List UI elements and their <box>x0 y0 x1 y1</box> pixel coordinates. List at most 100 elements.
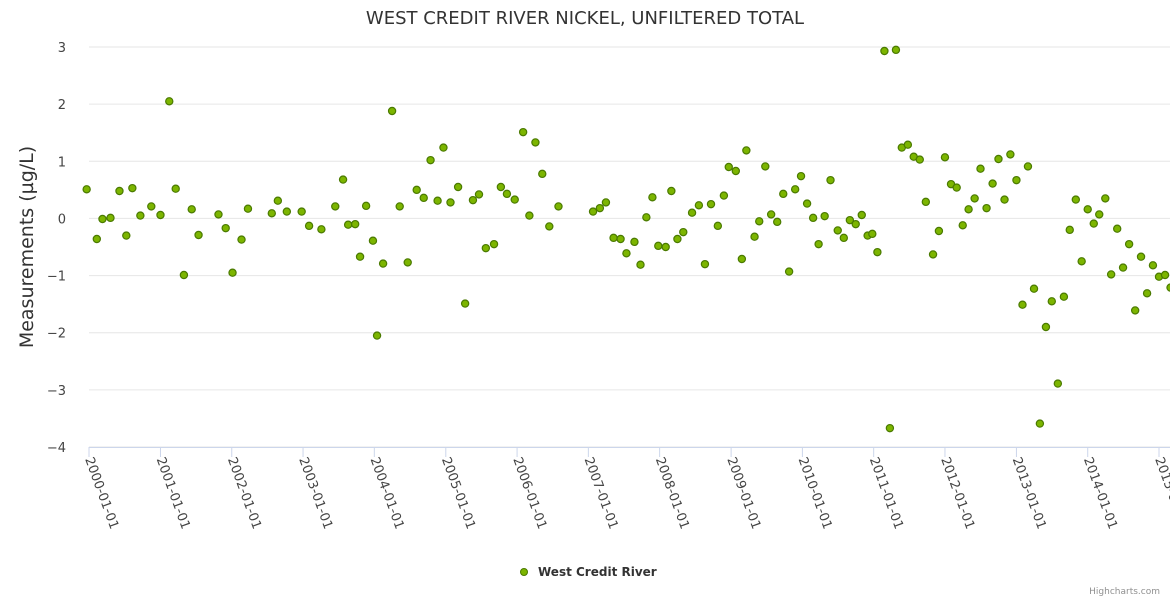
data-point[interactable] <box>1077 257 1086 266</box>
data-point[interactable] <box>136 211 145 220</box>
data-point[interactable] <box>808 213 818 223</box>
data-point[interactable] <box>839 233 849 243</box>
highcharts-credit[interactable]: Highcharts.com <box>1089 587 1160 597</box>
data-point[interactable] <box>790 185 800 194</box>
data-point[interactable] <box>648 193 657 202</box>
data-point[interactable] <box>468 195 478 205</box>
data-point[interactable] <box>700 259 710 269</box>
data-point[interactable] <box>857 210 866 220</box>
data-point[interactable] <box>982 203 991 213</box>
data-point[interactable] <box>1095 210 1104 219</box>
data-point[interactable] <box>403 258 412 267</box>
data-point[interactable] <box>1083 205 1092 214</box>
data-point[interactable] <box>214 210 223 219</box>
data-point[interactable] <box>1148 261 1158 270</box>
data-point[interactable] <box>814 239 823 249</box>
data-point[interactable] <box>719 191 729 200</box>
data-point[interactable] <box>267 209 276 218</box>
data-point[interactable] <box>531 138 540 147</box>
data-point[interactable] <box>642 213 651 222</box>
data-point[interactable] <box>1118 263 1128 272</box>
data-point[interactable] <box>525 211 534 220</box>
data-point[interactable] <box>368 236 378 245</box>
data-point[interactable] <box>940 153 950 162</box>
data-point[interactable] <box>1106 270 1116 279</box>
data-point[interactable] <box>545 222 554 231</box>
data-point[interactable] <box>673 234 682 244</box>
data-point[interactable] <box>446 198 455 207</box>
data-point[interactable] <box>1012 175 1021 185</box>
data-point[interactable] <box>496 182 506 192</box>
data-point[interactable] <box>616 234 625 244</box>
data-point[interactable] <box>439 143 448 152</box>
data-point[interactable] <box>237 235 246 244</box>
data-point[interactable] <box>1101 194 1110 203</box>
data-point[interactable] <box>156 210 165 220</box>
data-point[interactable] <box>636 260 645 269</box>
legend[interactable]: West Credit River <box>520 565 657 579</box>
data-point[interactable] <box>1130 306 1140 315</box>
data-point[interactable] <box>387 106 397 116</box>
data-point[interactable] <box>687 208 697 217</box>
data-point[interactable] <box>489 239 499 249</box>
data-point[interactable] <box>970 194 979 203</box>
data-point[interactable] <box>694 201 704 210</box>
data-point[interactable] <box>976 164 985 173</box>
data-point[interactable] <box>1047 297 1056 306</box>
data-point[interactable] <box>679 227 688 237</box>
data-point[interactable] <box>92 234 102 244</box>
data-point[interactable] <box>1000 195 1009 204</box>
data-point[interactable] <box>510 195 519 204</box>
data-point[interactable] <box>317 225 326 234</box>
data-point[interactable] <box>128 183 137 193</box>
data-point[interactable] <box>761 162 770 171</box>
data-point[interactable] <box>630 237 639 247</box>
data-point[interactable] <box>1059 292 1069 301</box>
data-point[interactable] <box>988 179 997 188</box>
data-point[interactable] <box>958 221 967 230</box>
data-point[interactable] <box>885 423 895 433</box>
data-point[interactable] <box>820 211 829 221</box>
data-point[interactable] <box>1136 252 1146 261</box>
data-point[interactable] <box>588 207 598 216</box>
data-point[interactable] <box>796 171 806 181</box>
data-point[interactable] <box>433 196 442 205</box>
data-point[interactable] <box>282 207 292 216</box>
data-point[interactable] <box>343 220 353 229</box>
data-point[interactable] <box>595 203 605 213</box>
data-point[interactable] <box>331 202 340 211</box>
data-point[interactable] <box>601 198 611 207</box>
data-point[interactable] <box>731 166 741 176</box>
data-point[interactable] <box>934 226 944 236</box>
data-point[interactable] <box>928 250 938 259</box>
data-point[interactable] <box>228 268 237 277</box>
data-point[interactable] <box>338 175 348 184</box>
data-point[interactable] <box>964 205 973 214</box>
data-point[interactable] <box>165 97 174 106</box>
data-point[interactable] <box>518 127 528 137</box>
data-point[interactable] <box>304 221 314 231</box>
data-point[interactable] <box>802 199 812 208</box>
data-point[interactable] <box>221 223 230 233</box>
data-point[interactable] <box>474 190 484 199</box>
data-point[interactable] <box>460 299 470 308</box>
data-point[interactable] <box>1113 224 1122 233</box>
data-point[interactable] <box>1160 270 1170 280</box>
data-point[interactable] <box>880 46 889 56</box>
data-point[interactable] <box>833 226 842 235</box>
data-point[interactable] <box>179 270 189 280</box>
data-point[interactable] <box>868 229 877 239</box>
data-point[interactable] <box>903 140 913 149</box>
data-point[interactable] <box>1065 225 1074 235</box>
data-point[interactable] <box>742 146 751 155</box>
data-point[interactable] <box>171 184 180 193</box>
data-point[interactable] <box>1124 239 1134 249</box>
data-point[interactable] <box>82 185 91 194</box>
data-point[interactable] <box>453 182 463 192</box>
legend-item-west-credit-river[interactable]: West Credit River <box>538 565 657 579</box>
data-point[interactable] <box>724 162 733 172</box>
data-point[interactable] <box>654 241 663 251</box>
data-point[interactable] <box>755 217 764 226</box>
data-point[interactable] <box>273 196 283 205</box>
data-point[interactable] <box>826 175 835 185</box>
